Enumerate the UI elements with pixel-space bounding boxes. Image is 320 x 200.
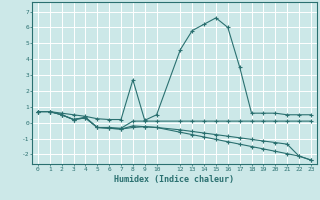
X-axis label: Humidex (Indice chaleur): Humidex (Indice chaleur): [115, 175, 234, 184]
